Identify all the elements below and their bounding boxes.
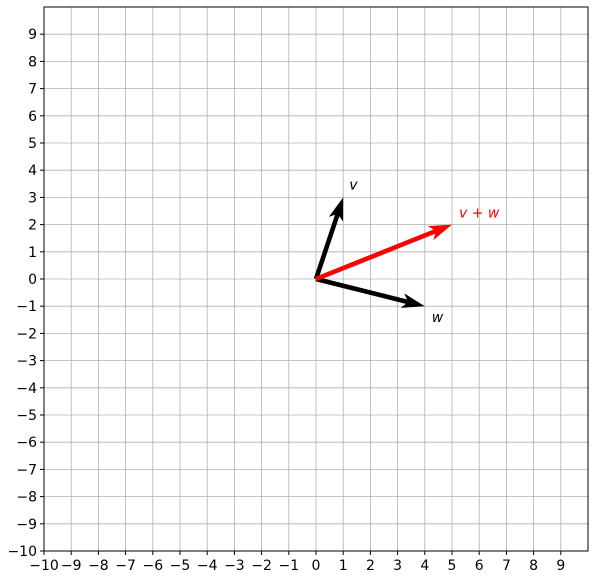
y-tick-label: −7 bbox=[16, 462, 37, 478]
x-tick-label: 3 bbox=[393, 558, 402, 574]
y-tick-label: −9 bbox=[16, 517, 37, 533]
y-tick-label: −5 bbox=[16, 408, 37, 424]
x-axis-ticks: −10 −9 −8 −7 −6 −5 −4 −3 −2 −1 0 1 2 3 4 5 6 7 8 9 bbox=[29, 551, 565, 574]
grid-lines bbox=[43, 6, 589, 552]
x-tick-label: −4 bbox=[197, 558, 218, 574]
x-tick-label: −9 bbox=[61, 558, 82, 574]
vectors: v w v + w bbox=[313, 177, 500, 326]
y-tick-label: 8 bbox=[28, 54, 37, 70]
y-tick-label: 5 bbox=[28, 136, 37, 152]
vector-arrow-vw bbox=[315, 224, 452, 282]
vector-label: w bbox=[432, 310, 444, 326]
y-tick-label: 3 bbox=[28, 190, 37, 206]
x-tick-label: −1 bbox=[278, 558, 299, 574]
vector-label: v + w bbox=[459, 206, 500, 222]
x-tick-label: −3 bbox=[224, 558, 245, 574]
y-tick-label: 7 bbox=[28, 82, 37, 98]
x-tick-label: 1 bbox=[339, 558, 348, 574]
x-tick-label: 7 bbox=[502, 558, 511, 574]
y-tick-label: 2 bbox=[28, 218, 37, 234]
y-tick-label: −2 bbox=[16, 326, 37, 342]
x-tick-label: −5 bbox=[170, 558, 191, 574]
y-tick-label: −6 bbox=[16, 435, 37, 451]
x-tick-label: −6 bbox=[142, 558, 163, 574]
x-tick-label: 6 bbox=[475, 558, 484, 574]
y-tick-label: 9 bbox=[28, 27, 37, 43]
y-tick-label: 0 bbox=[28, 272, 37, 288]
x-tick-label: 8 bbox=[529, 558, 538, 574]
y-tick-label: −8 bbox=[16, 490, 37, 506]
vector-arrow-w bbox=[315, 276, 425, 308]
x-tick-label: −8 bbox=[88, 558, 109, 574]
y-tick-label: 4 bbox=[28, 163, 37, 179]
x-tick-label: 2 bbox=[366, 558, 375, 574]
y-tick-label: 1 bbox=[28, 245, 37, 261]
y-tick-label: −1 bbox=[16, 299, 37, 315]
x-tick-label: −10 bbox=[29, 558, 59, 574]
y-tick-label: −10 bbox=[7, 544, 37, 560]
x-tick-label: 4 bbox=[420, 558, 429, 574]
x-tick-label: −7 bbox=[115, 558, 136, 574]
x-tick-label: 9 bbox=[556, 558, 565, 574]
y-tick-label: 6 bbox=[28, 109, 37, 125]
x-tick-label: −2 bbox=[251, 558, 272, 574]
y-tick-label: −4 bbox=[16, 381, 37, 397]
vector-label: v bbox=[349, 177, 358, 193]
vector-arrow-v bbox=[313, 197, 344, 280]
x-tick-label: 0 bbox=[312, 558, 321, 574]
y-tick-label: −3 bbox=[16, 354, 37, 370]
x-tick-label: 5 bbox=[448, 558, 457, 574]
